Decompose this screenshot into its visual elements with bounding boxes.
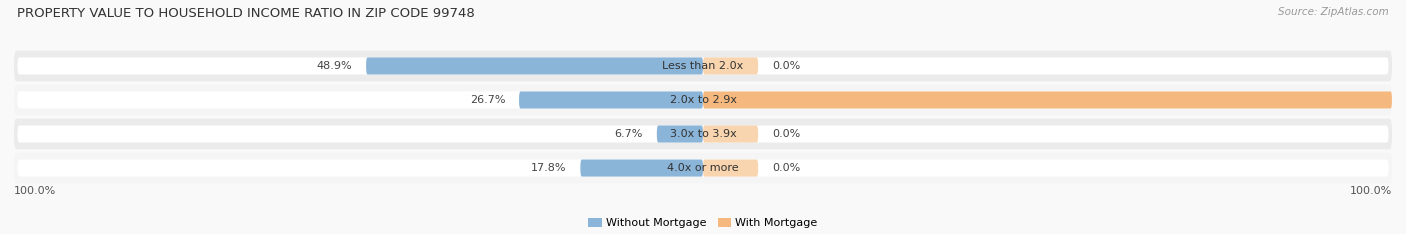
Text: 6.7%: 6.7% bbox=[614, 129, 643, 139]
Text: 0.0%: 0.0% bbox=[772, 61, 800, 71]
Text: 0.0%: 0.0% bbox=[772, 163, 800, 173]
Text: 3.0x to 3.9x: 3.0x to 3.9x bbox=[669, 129, 737, 139]
FancyBboxPatch shape bbox=[703, 160, 758, 177]
Text: 17.8%: 17.8% bbox=[531, 163, 567, 173]
FancyBboxPatch shape bbox=[14, 51, 1392, 81]
Legend: Without Mortgage, With Mortgage: Without Mortgage, With Mortgage bbox=[588, 218, 818, 228]
FancyBboxPatch shape bbox=[519, 91, 703, 109]
FancyBboxPatch shape bbox=[17, 160, 1389, 177]
Text: 100.0%: 100.0% bbox=[1350, 186, 1392, 196]
FancyBboxPatch shape bbox=[14, 85, 1392, 115]
FancyBboxPatch shape bbox=[366, 57, 703, 74]
Text: Source: ZipAtlas.com: Source: ZipAtlas.com bbox=[1278, 7, 1389, 17]
Text: Less than 2.0x: Less than 2.0x bbox=[662, 61, 744, 71]
Text: 48.9%: 48.9% bbox=[316, 61, 353, 71]
FancyBboxPatch shape bbox=[703, 57, 758, 74]
FancyBboxPatch shape bbox=[581, 160, 703, 177]
Text: 2.0x to 2.9x: 2.0x to 2.9x bbox=[669, 95, 737, 105]
Text: 26.7%: 26.7% bbox=[470, 95, 505, 105]
Text: 0.0%: 0.0% bbox=[772, 129, 800, 139]
FancyBboxPatch shape bbox=[14, 119, 1392, 149]
Text: 4.0x or more: 4.0x or more bbox=[668, 163, 738, 173]
FancyBboxPatch shape bbox=[17, 91, 1389, 109]
FancyBboxPatch shape bbox=[703, 125, 758, 143]
FancyBboxPatch shape bbox=[17, 125, 1389, 143]
FancyBboxPatch shape bbox=[657, 125, 703, 143]
FancyBboxPatch shape bbox=[17, 57, 1389, 74]
Text: 100.0%: 100.0% bbox=[14, 186, 56, 196]
FancyBboxPatch shape bbox=[703, 91, 1392, 109]
FancyBboxPatch shape bbox=[14, 153, 1392, 183]
Text: PROPERTY VALUE TO HOUSEHOLD INCOME RATIO IN ZIP CODE 99748: PROPERTY VALUE TO HOUSEHOLD INCOME RATIO… bbox=[17, 7, 475, 20]
